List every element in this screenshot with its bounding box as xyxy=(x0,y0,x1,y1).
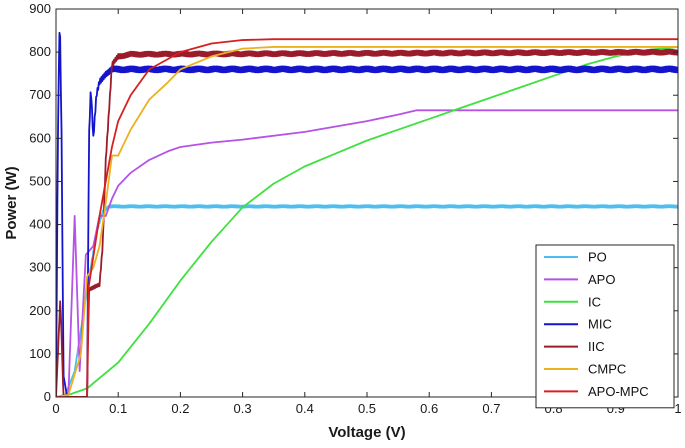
legend-label-apo: APO xyxy=(588,272,615,287)
x-tick-label: 0.3 xyxy=(234,401,252,416)
x-tick-label: 0.5 xyxy=(358,401,376,416)
y-tick-label: 400 xyxy=(29,217,51,232)
x-tick-label: 0.1 xyxy=(109,401,127,416)
series-line-iic xyxy=(56,48,678,397)
legend-label-cmpc: CMPC xyxy=(588,362,626,377)
legend-label-ic: IC xyxy=(588,294,601,309)
legend-label-mic: MIC xyxy=(588,317,612,332)
series-line-apo-mpc xyxy=(56,38,678,397)
y-tick-label: 700 xyxy=(29,87,51,102)
legend-label-po: PO xyxy=(588,250,607,265)
y-tick-label: 100 xyxy=(29,346,51,361)
y-tick-label: 800 xyxy=(29,44,51,59)
series-line-po xyxy=(56,204,678,397)
ticks-layer: 0 0.1 0.2 0.3 0.4 0.5 0.6 0.7 0.8 0.9 101002003004… xyxy=(29,1,681,416)
y-axis-title: Power (W) xyxy=(3,166,20,239)
series-line-cmpc xyxy=(56,46,678,397)
y-tick-label: 0 xyxy=(44,389,51,404)
y-tick-label: 600 xyxy=(29,130,51,145)
x-tick-label: 0.4 xyxy=(296,401,314,416)
y-tick-label: 300 xyxy=(29,260,51,275)
legend-label-iic: IIC xyxy=(588,339,605,354)
x-tick-label: 0 xyxy=(52,401,59,416)
y-tick-label: 200 xyxy=(29,303,51,318)
legend-label-apo-mpc: APO-MPC xyxy=(588,384,649,399)
series-line-mic xyxy=(56,31,678,397)
series-layer xyxy=(56,31,678,397)
x-tick-label: 0.6 xyxy=(420,401,438,416)
legend: PO APO IC MIC IIC CMPC APO-MPC xyxy=(535,244,675,409)
x-tick-label: 1 xyxy=(674,401,681,416)
x-tick-label: 0.7 xyxy=(482,401,500,416)
x-tick-label: 0.2 xyxy=(171,401,189,416)
y-tick-label: 500 xyxy=(29,173,51,188)
x-axis-title: Voltage (V) xyxy=(328,424,405,441)
legend-box xyxy=(535,244,675,409)
y-tick-label: 900 xyxy=(29,1,51,16)
